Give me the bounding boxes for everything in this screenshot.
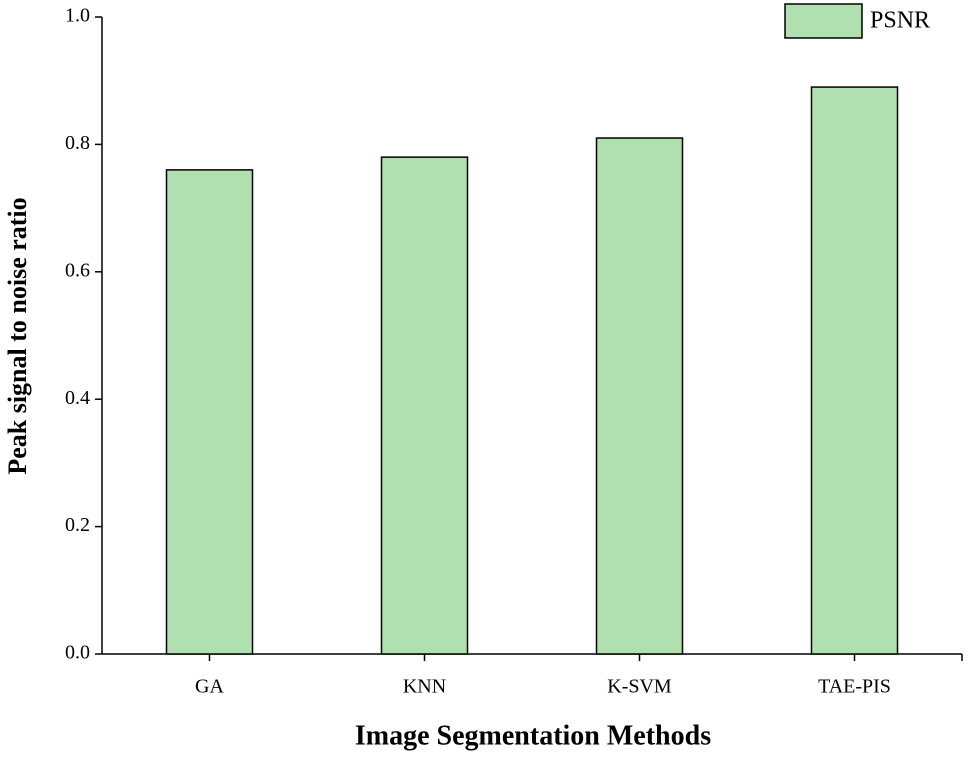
y-tick-label: 0.6 [65, 259, 90, 281]
legend-label: PSNR [870, 8, 930, 34]
y-tick-label: 0.0 [65, 642, 90, 664]
legend-swatch [784, 3, 863, 39]
y-tick-label: 0.4 [65, 387, 90, 409]
bar [595, 137, 684, 655]
bar [165, 169, 254, 655]
x-tick-label: K-SVM [607, 676, 672, 698]
x-tick-label: GA [195, 676, 224, 698]
x-tick-label: TAE-PIS [818, 676, 891, 698]
y-tick-label: 0.8 [65, 132, 90, 154]
bar [380, 156, 469, 655]
y-tick-label: 0.2 [65, 514, 90, 536]
y-tick-label: 1.0 [65, 5, 90, 27]
x-tick-label: KNN [403, 676, 446, 698]
y-axis-title: Peak signal to noise ratio [3, 197, 32, 474]
x-axis-title: Image Segmentation Methods [355, 720, 711, 751]
bar [810, 86, 899, 655]
